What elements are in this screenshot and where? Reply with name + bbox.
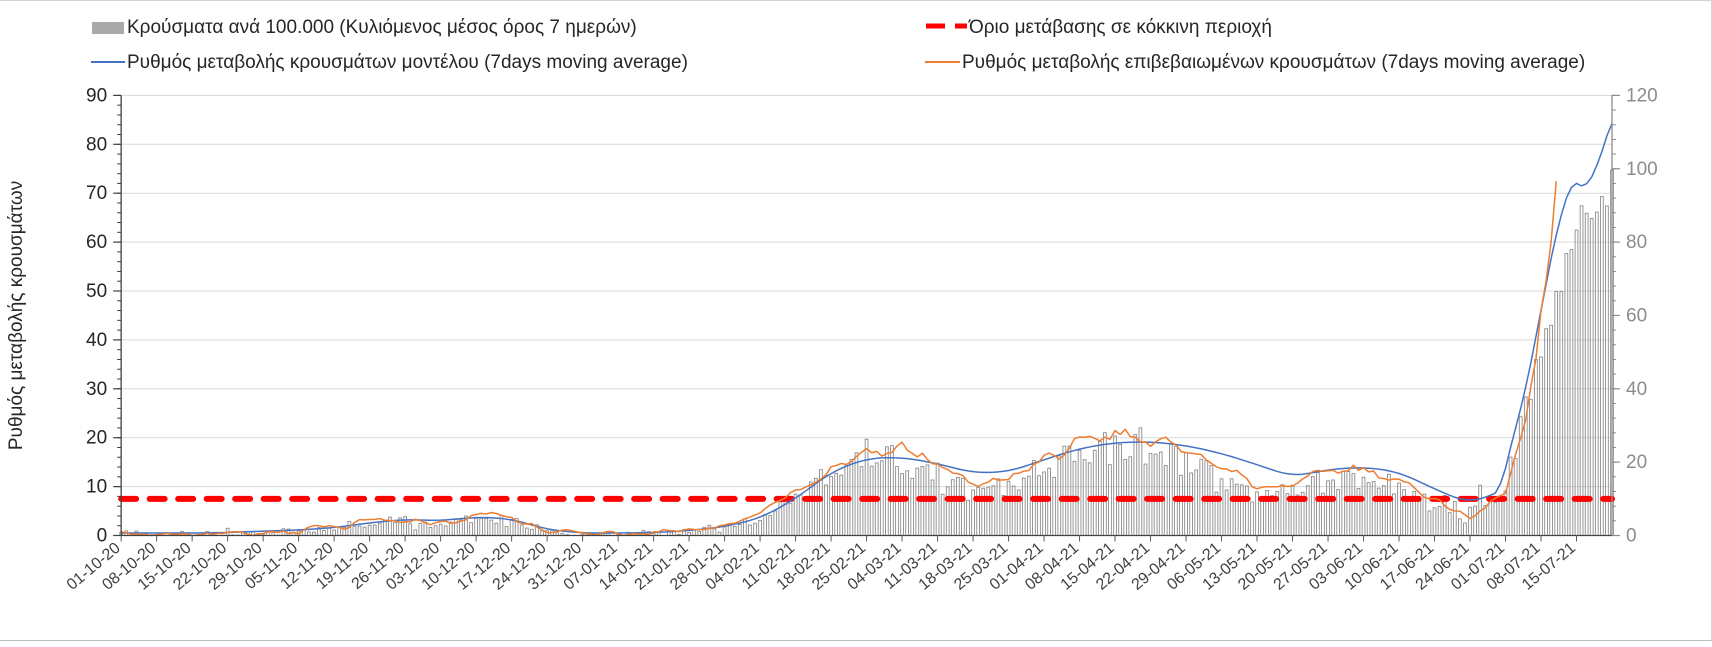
svg-text:80: 80 [1626,232,1647,253]
svg-text:60: 60 [86,232,107,253]
svg-text:30: 30 [86,379,107,400]
svg-text:Ρυθμός μεταβολής κρουσμάτων μο: Ρυθμός μεταβολής κρουσμάτων μοντέλου (7d… [127,52,688,73]
svg-text:0: 0 [97,526,108,547]
svg-text:70: 70 [86,183,107,204]
svg-text:Ρυθμός μεταβολής κρουσμάτων: Ρυθμός μεταβολής κρουσμάτων [6,181,27,450]
svg-text:20: 20 [1626,452,1647,473]
svg-text:0: 0 [1626,526,1637,547]
svg-text:80: 80 [86,134,107,155]
svg-text:Ρυθμός μεταβολής επιβεβαιωμένω: Ρυθμός μεταβολής επιβεβαιωμένων κρουσμάτ… [962,52,1585,73]
svg-text:10: 10 [86,477,107,498]
svg-text:90: 90 [86,85,107,106]
svg-text:60: 60 [1626,305,1647,326]
svg-text:100: 100 [1626,159,1658,180]
svg-text:Όριο μετάβασης σε κόκκινη περ: Όριο μετάβασης σε κόκκινη περιοχή [968,17,1272,38]
svg-text:Κρούσματα ανά 100.000 (Κυλιόμε: Κρούσματα ανά 100.000 (Κυλιόμενος μέσος … [127,17,637,38]
svg-text:50: 50 [86,281,107,302]
svg-text:40: 40 [1626,379,1647,400]
svg-text:40: 40 [86,330,107,351]
svg-text:20: 20 [86,428,107,449]
svg-text:120: 120 [1626,85,1658,106]
